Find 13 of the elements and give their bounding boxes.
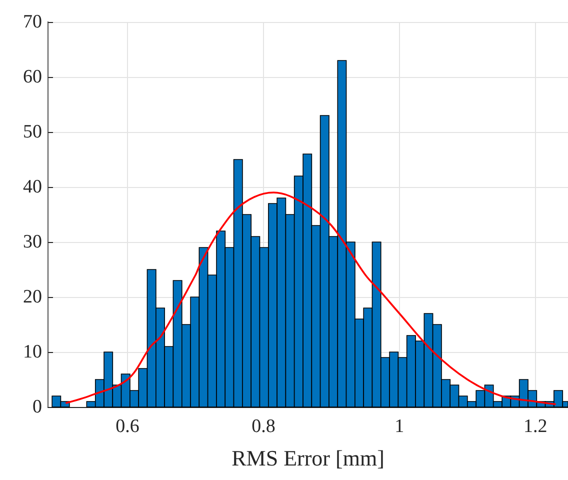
y-tick-label: 50 (23, 122, 42, 142)
y-tick-label: 10 (23, 342, 42, 362)
y-tick-label: 60 (23, 66, 42, 88)
y-tick-label: 40 (23, 176, 42, 198)
x-tick-label: 1.2 (523, 416, 548, 437)
x-tick-label: 0.8 (252, 416, 276, 437)
y-tick-label: 30 (23, 232, 42, 252)
x-tick-label: 0.6 (116, 416, 140, 437)
y-tick-label: 70 (23, 12, 42, 32)
y-tick-label: 0 (32, 396, 42, 418)
y-tick-label: 20 (23, 286, 42, 308)
x-axis-title: RMS Error [mm] (232, 446, 384, 470)
x-tick-label: 1 (394, 416, 404, 437)
